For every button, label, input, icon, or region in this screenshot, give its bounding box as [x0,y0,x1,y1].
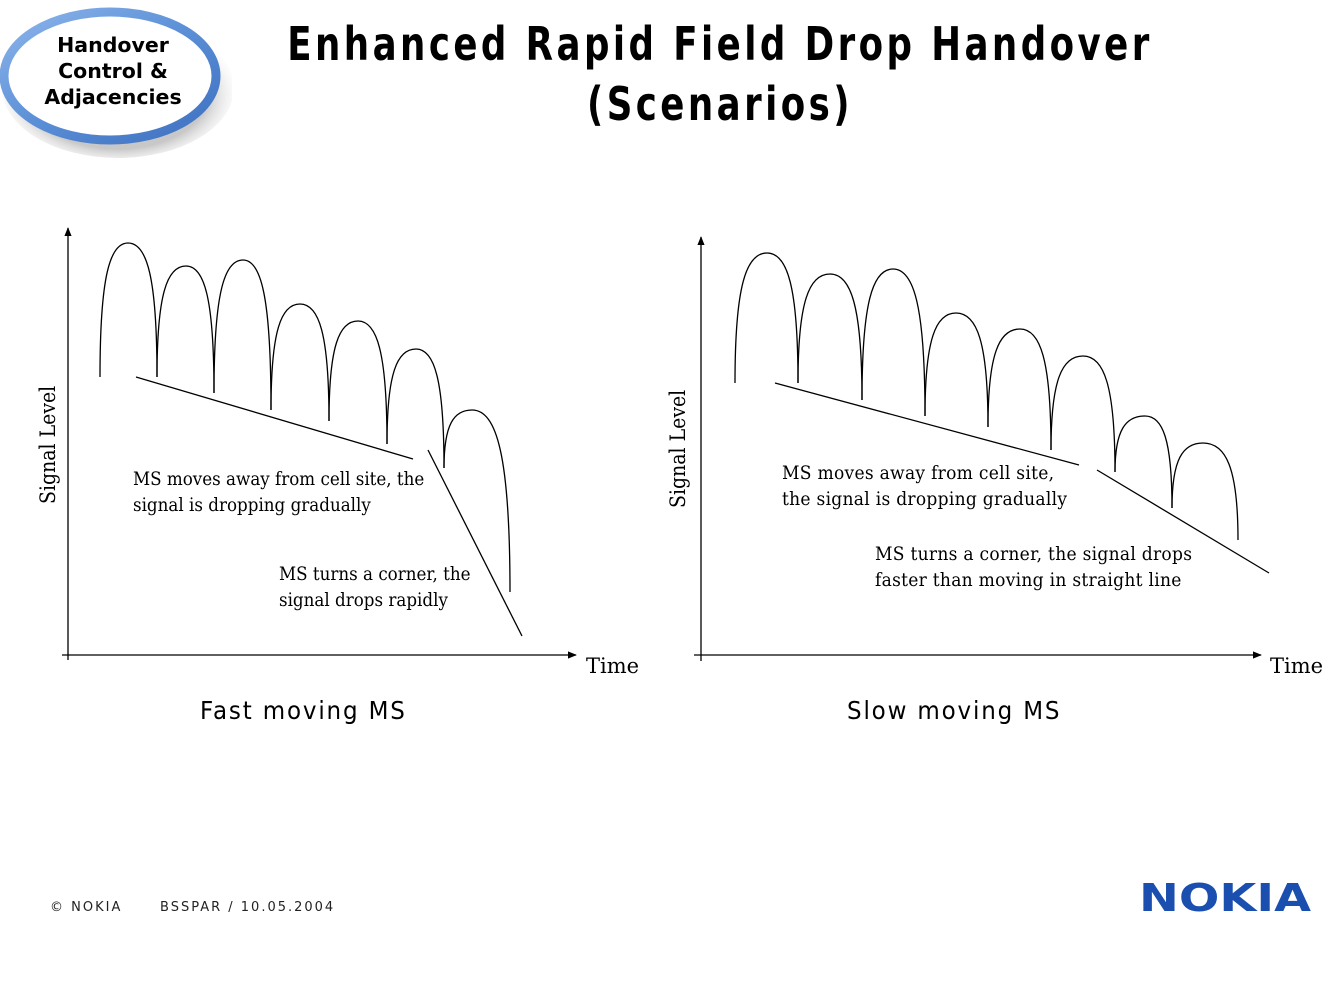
annotation-line: MS moves away from cell site, the [133,468,425,490]
section-badge [0,7,232,158]
badge-line: Handover [57,33,169,57]
section-badge-label: Handover Control & Adjacencies [28,32,198,110]
slow-caption: Slow moving MS [847,696,1062,725]
annotation-line: MS turns a corner, the [279,563,471,585]
fading-arch [1171,442,1239,541]
trend-line-gradual [774,382,1080,466]
slow-annotation-corner: MS turns a corner, the signal drops fast… [875,541,1192,593]
trend-line-gradual [135,376,414,460]
fast-annotation-corner: MS turns a corner, the signal drops rapi… [279,561,471,613]
annotation-line: MS turns a corner, the signal drops [875,543,1193,565]
fading-arch [443,409,511,593]
fading-arch [328,320,388,445]
svg-text:NOKIA: NOKIA [1139,878,1312,916]
fading-arch [270,303,330,422]
fast-trend-lines [135,376,523,637]
nokia-logo: NOKIA [1139,878,1312,916]
fading-arch [924,312,989,428]
fast-signal-curve [99,242,511,593]
slow-xlabel: Time [1270,654,1324,678]
footer-copyright: © NOKIA [50,900,123,915]
fading-arch [987,328,1052,451]
fading-arch [213,259,272,411]
slow-trend-lines [774,382,1270,574]
fading-arch [1114,415,1173,509]
slow-signal-curve [734,252,1239,541]
footer-doc-ref: BSSPAR / 10.05.2004 [160,900,336,915]
badge-line: Adjacencies [44,85,182,109]
fading-arch [156,265,215,394]
fading-arch [861,268,926,417]
fading-arch [734,252,799,384]
slow-annotation-gradual: MS moves away from cell site, the signal… [782,460,1067,512]
fading-arch [1050,355,1116,473]
annotation-line: signal is dropping gradually [133,494,371,516]
fast-chart-axes [62,227,577,660]
annotation-line: the signal is dropping gradually [782,488,1068,510]
fast-xlabel: Time [586,654,640,678]
fast-caption: Fast moving MS [200,696,407,725]
title-line-2: (Scenarios) [586,77,853,131]
fast-ylabel: Signal Level [36,385,60,504]
slow-chart-axes [694,236,1262,661]
fading-arch [99,242,158,378]
trend-line-corner [1096,469,1270,574]
annotation-line: faster than moving in straight line [875,569,1182,591]
annotation-line: signal drops rapidly [279,589,448,611]
fading-arch [386,348,445,469]
slow-ylabel: Signal Level [666,389,690,508]
title-line-1: Enhanced Rapid Field Drop Handover [287,17,1153,71]
badge-line: Control & [58,59,168,83]
fast-annotation-gradual: MS moves away from cell site, the signal… [133,466,424,518]
slide-title: Enhanced Rapid Field Drop Handover (Scen… [273,14,1167,134]
fading-arch [797,273,863,401]
trend-line-rapid [427,449,523,637]
annotation-line: MS moves away from cell site, [782,462,1055,484]
